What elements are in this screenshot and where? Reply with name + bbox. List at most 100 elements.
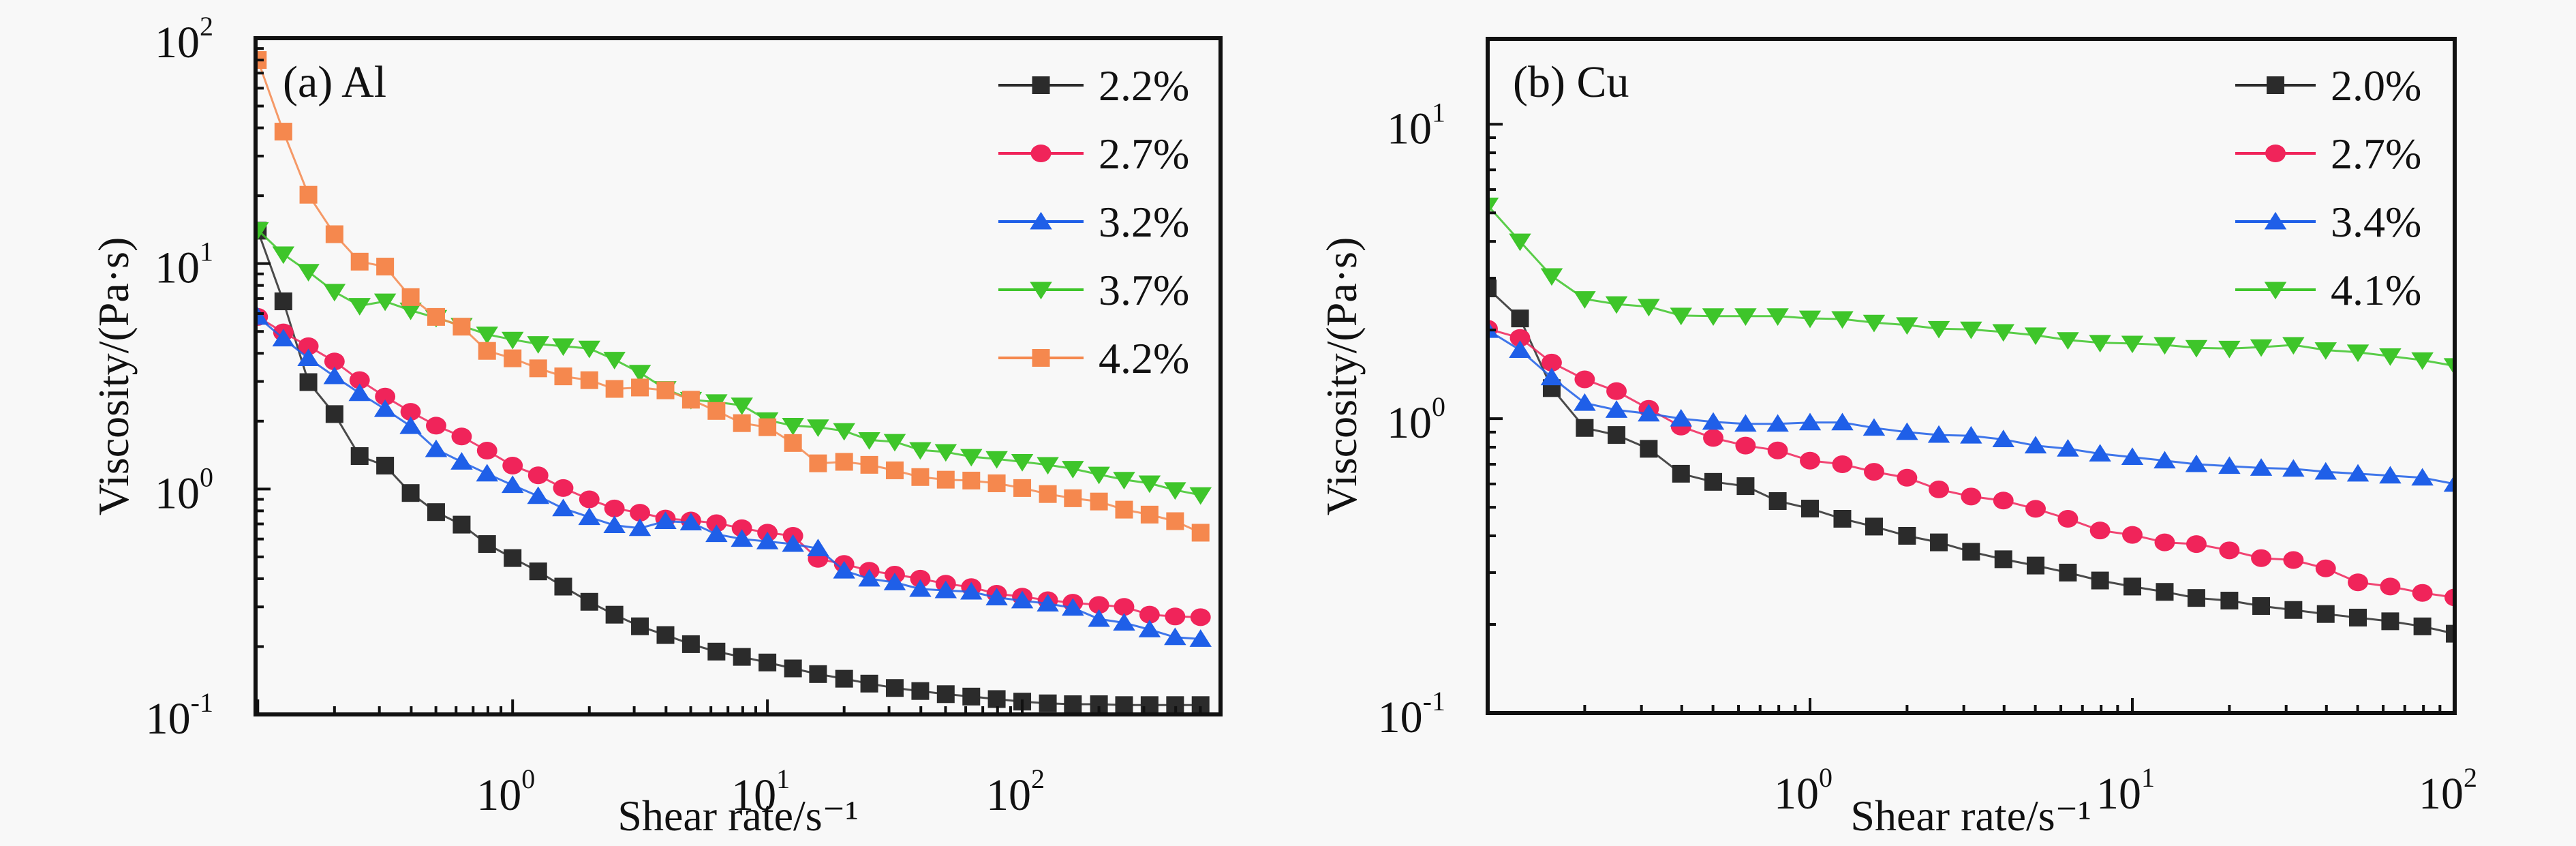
data-point <box>2252 596 2271 615</box>
series-line <box>1488 329 2455 485</box>
data-point <box>2314 342 2337 360</box>
data-point <box>833 560 855 579</box>
legend-item: 4.1% <box>2235 266 2421 314</box>
series-line <box>256 59 1201 534</box>
data-point <box>476 442 497 460</box>
data-point <box>502 457 523 475</box>
tick-exponent: 1 <box>2141 762 2155 793</box>
data-point <box>1062 461 1084 479</box>
data-point <box>2315 559 2336 577</box>
panel-title: (a) Al <box>283 57 386 107</box>
data-point <box>2346 464 2370 482</box>
data-point <box>2089 335 2111 353</box>
data-point <box>1542 353 1562 372</box>
data-point <box>529 562 547 581</box>
x-tick-label: 102 <box>2419 762 2477 819</box>
data-point <box>2380 577 2401 596</box>
data-point <box>401 484 420 502</box>
data-point <box>350 447 369 466</box>
data-point <box>1140 505 1159 524</box>
data-point <box>2316 605 2335 623</box>
data-point <box>348 298 371 316</box>
data-point <box>731 397 753 415</box>
data-point <box>1800 451 1820 470</box>
data-point <box>1509 340 1531 358</box>
data-point <box>835 453 853 471</box>
series-2.2% <box>256 222 1210 714</box>
data-point <box>1608 426 1626 444</box>
x-axis: 100 101 102 <box>256 699 1222 820</box>
data-point <box>731 519 752 537</box>
data-point <box>1511 309 1529 328</box>
data-point <box>631 617 649 635</box>
data-point <box>883 434 906 452</box>
data-point <box>962 471 981 489</box>
data-point <box>2250 339 2273 357</box>
data-point <box>1138 620 1161 637</box>
data-point <box>679 513 703 530</box>
data-point <box>2251 549 2271 567</box>
data-point <box>1930 533 1948 552</box>
data-point <box>529 359 547 378</box>
plot-frame <box>254 36 1223 716</box>
tick-exponent: 0 <box>1432 391 1445 422</box>
data-point <box>1896 422 1918 440</box>
data-point <box>758 653 777 671</box>
data-point <box>401 288 420 306</box>
data-point <box>2283 551 2304 569</box>
data-point <box>376 457 395 475</box>
legend-label: 3.2% <box>1099 198 1189 246</box>
data-point <box>656 626 675 644</box>
data-point <box>1062 598 1084 616</box>
data-point <box>1994 550 2012 569</box>
legend-label: 3.7% <box>1099 266 1189 314</box>
legend-label: 4.2% <box>1099 334 1189 382</box>
data-point <box>1190 608 1211 626</box>
data-point <box>375 387 396 406</box>
series-3.7% <box>256 222 1212 505</box>
data-point <box>858 432 880 450</box>
data-point <box>1064 695 1082 714</box>
data-point <box>2218 456 2241 474</box>
data-point <box>860 674 878 693</box>
data-point <box>427 307 445 326</box>
data-point <box>2185 454 2208 472</box>
data-point <box>2379 348 2402 366</box>
legend-marker-icon <box>2267 76 2284 94</box>
data-point <box>934 580 957 599</box>
data-point <box>2057 332 2079 350</box>
data-point <box>656 381 675 399</box>
y-tick-label: 102 <box>155 11 213 67</box>
data-point <box>1831 412 1854 431</box>
data-point <box>1606 382 1627 400</box>
data-point <box>987 690 1006 708</box>
panel-a-al: Viscosity/(Pa·s) Shear rate/s⁻¹ (a) Al 1… <box>89 11 1223 840</box>
data-point <box>2091 571 2109 590</box>
data-point <box>1734 308 1757 327</box>
data-point <box>1862 418 1886 436</box>
data-point <box>1037 594 1059 611</box>
data-point <box>1509 329 1531 347</box>
data-point <box>960 449 983 467</box>
legend-label: 3.4% <box>2331 198 2421 246</box>
data-point <box>1138 475 1161 494</box>
data-point <box>1037 457 1059 475</box>
data-point <box>1064 489 1082 507</box>
data-point <box>325 225 343 243</box>
data-point <box>399 416 422 434</box>
tick-exponent: 1 <box>1432 97 1445 127</box>
data-point <box>1768 492 1787 510</box>
data-point <box>1165 607 1186 626</box>
series-3.2% <box>256 307 1212 647</box>
data-point <box>580 371 598 389</box>
tick-exponent: 0 <box>1819 762 1833 793</box>
data-point <box>807 539 829 556</box>
data-point <box>2186 535 2207 554</box>
legend-marker-icon <box>2264 211 2287 230</box>
data-point <box>453 318 471 336</box>
data-point <box>2123 577 2141 596</box>
data-point <box>2444 588 2455 607</box>
data-point <box>400 403 421 421</box>
data-point <box>373 399 397 417</box>
